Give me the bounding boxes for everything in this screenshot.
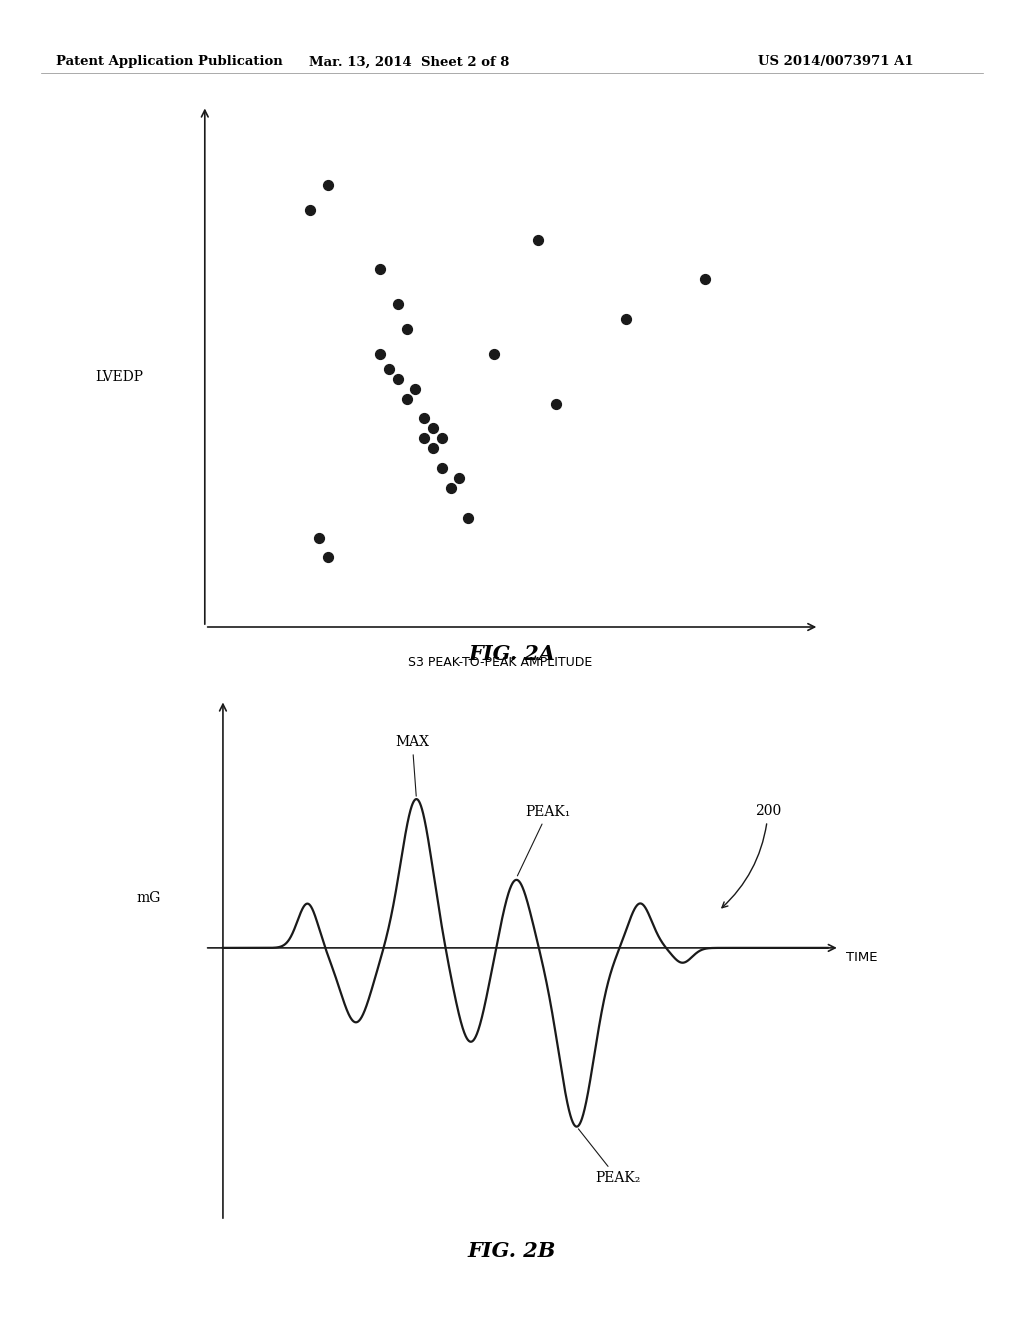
- Point: [390, 293, 407, 314]
- Text: US 2014/0073971 A1: US 2014/0073971 A1: [758, 55, 913, 69]
- Point: [697, 269, 714, 290]
- Point: [452, 467, 468, 488]
- Point: [486, 343, 503, 364]
- Text: 200: 200: [722, 804, 781, 908]
- Text: FIG. 2A: FIG. 2A: [469, 644, 555, 664]
- Point: [408, 378, 424, 399]
- Point: [398, 388, 415, 409]
- Point: [381, 358, 397, 379]
- Text: Mar. 13, 2014  Sheet 2 of 8: Mar. 13, 2014 Sheet 2 of 8: [309, 55, 510, 69]
- Point: [416, 428, 432, 449]
- Text: MAX: MAX: [395, 735, 429, 796]
- Text: PEAK₂: PEAK₂: [579, 1129, 640, 1185]
- Point: [390, 368, 407, 389]
- Point: [398, 318, 415, 339]
- Text: LVEDP: LVEDP: [95, 370, 143, 384]
- Text: mG: mG: [136, 891, 161, 904]
- Point: [460, 507, 476, 528]
- Point: [425, 438, 441, 459]
- Point: [433, 428, 450, 449]
- Point: [530, 230, 547, 251]
- Point: [617, 309, 634, 330]
- Point: [442, 478, 459, 499]
- Point: [416, 408, 432, 429]
- Point: [310, 527, 327, 548]
- Point: [319, 546, 336, 568]
- Point: [548, 393, 564, 414]
- Point: [433, 458, 450, 479]
- Point: [319, 174, 336, 195]
- Point: [372, 343, 388, 364]
- Text: PEAK₁: PEAK₁: [517, 805, 570, 876]
- Text: TIME: TIME: [846, 952, 878, 964]
- Point: [302, 199, 318, 220]
- Point: [425, 418, 441, 440]
- Text: S3 PEAK-TO-PEAK AMPLITUDE: S3 PEAK-TO-PEAK AMPLITUDE: [408, 656, 592, 669]
- Point: [372, 259, 388, 280]
- Text: FIG. 2B: FIG. 2B: [468, 1241, 556, 1261]
- Text: Patent Application Publication: Patent Application Publication: [56, 55, 283, 69]
